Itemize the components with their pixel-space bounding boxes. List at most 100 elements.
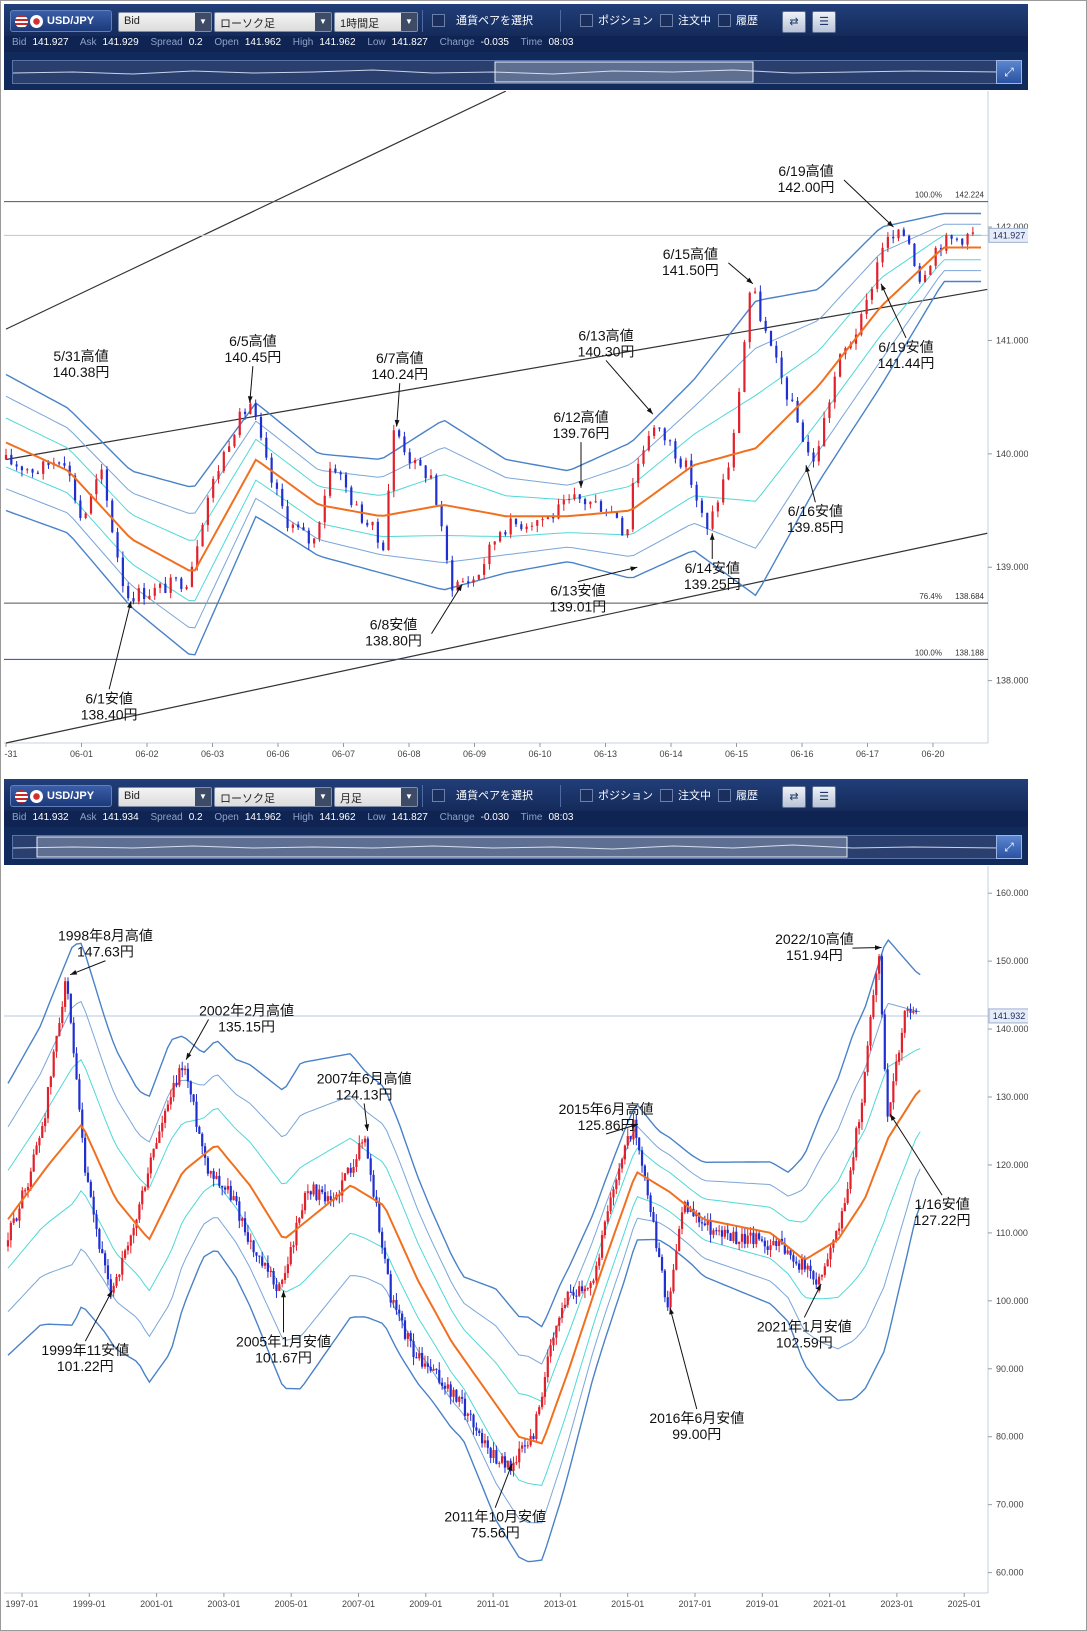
candle-body	[105, 469, 109, 501]
candle-body	[738, 1241, 741, 1245]
x-tick-label: 06-08	[397, 749, 420, 759]
gear-icon[interactable]: ✱	[1039, 787, 1051, 802]
candle-body	[81, 1109, 84, 1138]
candle-body	[560, 1308, 564, 1318]
gear-icon[interactable]: ✱	[1039, 12, 1051, 27]
x-tick-label: 2015-01	[611, 1599, 644, 1609]
price-side-select[interactable]: Bid ▼	[118, 12, 212, 32]
candle-body	[815, 1279, 818, 1285]
x-tick-label: 06-06	[266, 749, 289, 759]
timeframe-select[interactable]: 1時間足 ▼	[334, 12, 418, 32]
annotation-arrow	[843, 179, 894, 228]
orders-checkbox[interactable]	[660, 14, 673, 27]
toolbar-divider	[422, 10, 423, 32]
candle-body	[164, 583, 167, 593]
candle-body	[758, 1233, 761, 1240]
candle-body	[675, 1250, 678, 1270]
candle-body	[78, 1079, 81, 1110]
candle-body	[711, 511, 714, 529]
currency-pair-button[interactable]: USD/JPY	[10, 10, 112, 32]
candle-body	[196, 546, 199, 567]
annotation-arrowhead	[578, 481, 584, 488]
annotation-price: 140.24円	[371, 366, 428, 382]
candle-body	[41, 1126, 44, 1138]
price-side-select[interactable]: Bid ▼	[118, 787, 212, 807]
annotation-arrowhead	[887, 220, 894, 228]
candle-body	[438, 1369, 441, 1383]
candle-body	[727, 467, 730, 480]
navigator-expand-icon[interactable]: ⤢	[996, 60, 1022, 84]
bollinger-3sigma-upper	[5, 212, 981, 488]
candle-body	[149, 1157, 152, 1174]
annotation-arrow	[577, 566, 638, 583]
candle-body	[483, 1440, 487, 1444]
candle-body	[461, 1396, 464, 1399]
annotation-label: 2016年6月安値	[649, 1410, 744, 1426]
chart-type-select[interactable]: ローソク足 ▼	[214, 787, 332, 807]
indicator-list-icon[interactable]: ☰	[812, 11, 836, 33]
candle-body	[749, 1232, 752, 1236]
indicator-list-icon[interactable]: ☰	[812, 786, 836, 808]
candle-body	[358, 1143, 361, 1160]
history-checkbox[interactable]	[718, 14, 731, 27]
position-checkbox[interactable]	[580, 14, 593, 27]
bollinger-1sigma-upper	[5, 234, 981, 541]
current-price-tag	[988, 1008, 1028, 1024]
candle-body	[238, 411, 241, 436]
y-tick-label: 60.000	[996, 1568, 1024, 1578]
candle-body	[801, 422, 804, 442]
candle-body	[226, 1185, 230, 1190]
navigator-scrollbar[interactable]	[12, 60, 1002, 84]
candle-body	[58, 462, 61, 464]
candle-body	[403, 1320, 407, 1339]
chart-tool-icon[interactable]: ⇄	[782, 786, 806, 808]
candle-body	[185, 586, 188, 589]
candle-body	[812, 1271, 815, 1280]
candle-body	[472, 1414, 475, 1428]
candle-body	[786, 1250, 789, 1254]
candle-body	[726, 1229, 729, 1234]
chart-tool-icon[interactable]: ⇄	[782, 11, 806, 33]
history-checkbox[interactable]	[718, 789, 731, 802]
candle-body	[4, 454, 8, 460]
toolbar-divider	[422, 785, 423, 807]
navigator-expand-icon[interactable]: ⤢	[996, 835, 1022, 859]
annotation-arrow	[494, 1463, 513, 1508]
candle-body	[443, 1385, 447, 1389]
candle-body	[246, 1232, 250, 1242]
x-tick-label: 06-14	[659, 749, 682, 759]
pair-select-checkbox[interactable]	[432, 789, 445, 802]
x-tick-label: 06-03	[201, 749, 224, 759]
candle-body	[818, 1276, 821, 1285]
orders-checkbox[interactable]	[660, 789, 673, 802]
annotation-label: 6/19安値	[878, 339, 933, 355]
currency-pair-button[interactable]: USD/JPY	[10, 785, 112, 807]
candle-body	[419, 460, 422, 466]
position-checkbox[interactable]	[580, 789, 593, 802]
candle-body	[346, 1167, 349, 1174]
popout-arrow-icon[interactable]: ↗	[1065, 12, 1077, 27]
position-label: ポジション	[598, 790, 653, 802]
chart-type-select[interactable]: ローソク足 ▼	[214, 12, 332, 32]
candle-body	[6, 1240, 10, 1247]
candle-body	[343, 1173, 347, 1181]
popout-arrow-icon[interactable]: ↗	[1065, 787, 1077, 802]
annotation-price: 139.85円	[787, 519, 844, 535]
navigator-scrollbar[interactable]	[12, 835, 1002, 859]
candle-body	[915, 1010, 918, 1012]
candle-body	[243, 411, 247, 415]
candle-body	[249, 403, 252, 415]
candle-body	[678, 1228, 681, 1251]
candle-body	[104, 1253, 107, 1266]
y-tick-label: 142.000	[996, 222, 1028, 232]
annotation-label: 2005年1月安値	[236, 1333, 331, 1349]
candle-body	[578, 1286, 581, 1296]
trendline	[5, 532, 988, 744]
candle-body	[562, 500, 565, 505]
pair-select-checkbox[interactable]	[432, 14, 445, 27]
candle-body	[89, 494, 93, 514]
candle-body	[175, 1082, 178, 1086]
x-tick-label: 2003-01	[207, 1599, 240, 1609]
timeframe-select[interactable]: 月足 ▼	[334, 787, 418, 807]
x-tick-label: 2009-01	[409, 1599, 442, 1609]
